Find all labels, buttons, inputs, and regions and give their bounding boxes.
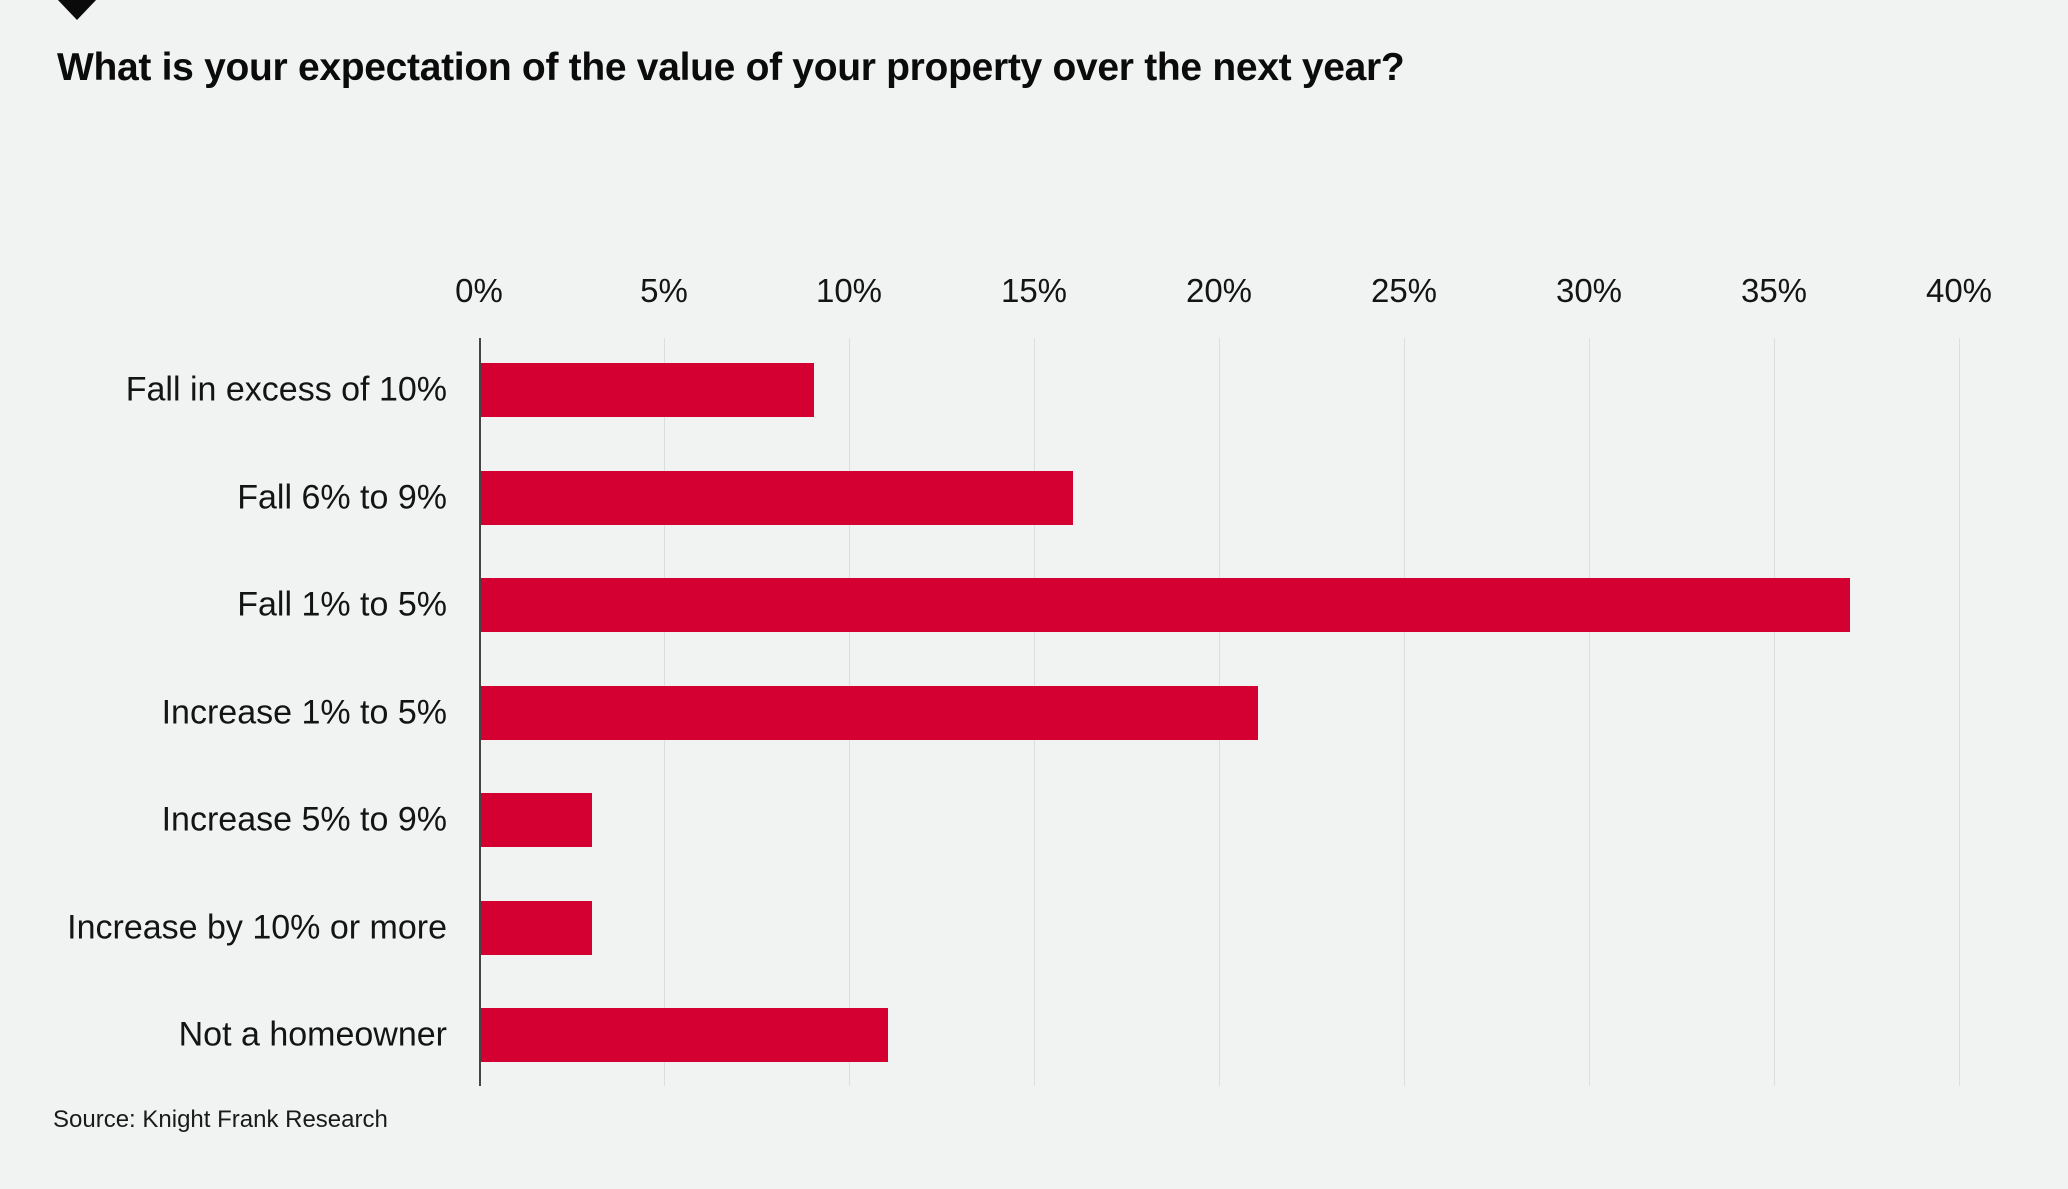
x-tick-label: 30%	[1555, 272, 1623, 309]
plot-area	[479, 338, 1960, 1086]
chart-title: What is your expectation of the value of…	[57, 46, 1405, 89]
x-tick-label: 40%	[1925, 272, 1993, 309]
bar	[481, 900, 592, 955]
x-tick-label: 5%	[640, 272, 688, 309]
source-note: Source: Knight Frank Research	[53, 1106, 388, 1133]
x-tick-label: 15%	[1000, 272, 1068, 309]
x-tick-label: 35%	[1740, 272, 1808, 309]
gridline-25	[1403, 338, 1405, 1086]
bar	[481, 685, 1258, 740]
y-axis-line	[479, 338, 481, 1086]
category-label: Fall 6% to 9%	[237, 477, 447, 516]
bar	[481, 793, 592, 847]
gridline-40	[1958, 338, 1960, 1086]
gridline-30	[1588, 338, 1590, 1086]
category-label: Fall in excess of 10%	[125, 370, 447, 409]
category-label: Not a homeowner	[178, 1015, 447, 1054]
category-label: Fall 1% to 5%	[237, 585, 447, 624]
bar	[481, 363, 814, 417]
down-triangle-icon	[57, 0, 97, 20]
category-label: Increase 5% to 9%	[161, 800, 447, 839]
category-label: Increase by 10% or more	[67, 907, 447, 946]
x-tick-label: 20%	[1185, 272, 1253, 309]
gridline-35	[1773, 338, 1775, 1086]
bar	[481, 470, 1073, 525]
x-tick-label: 25%	[1370, 272, 1438, 309]
category-label: Increase 1% to 5%	[161, 692, 447, 731]
bar	[481, 578, 1850, 632]
x-tick-label: 0%	[455, 272, 503, 309]
bar	[481, 1008, 888, 1062]
x-tick-label: 10%	[815, 272, 883, 309]
